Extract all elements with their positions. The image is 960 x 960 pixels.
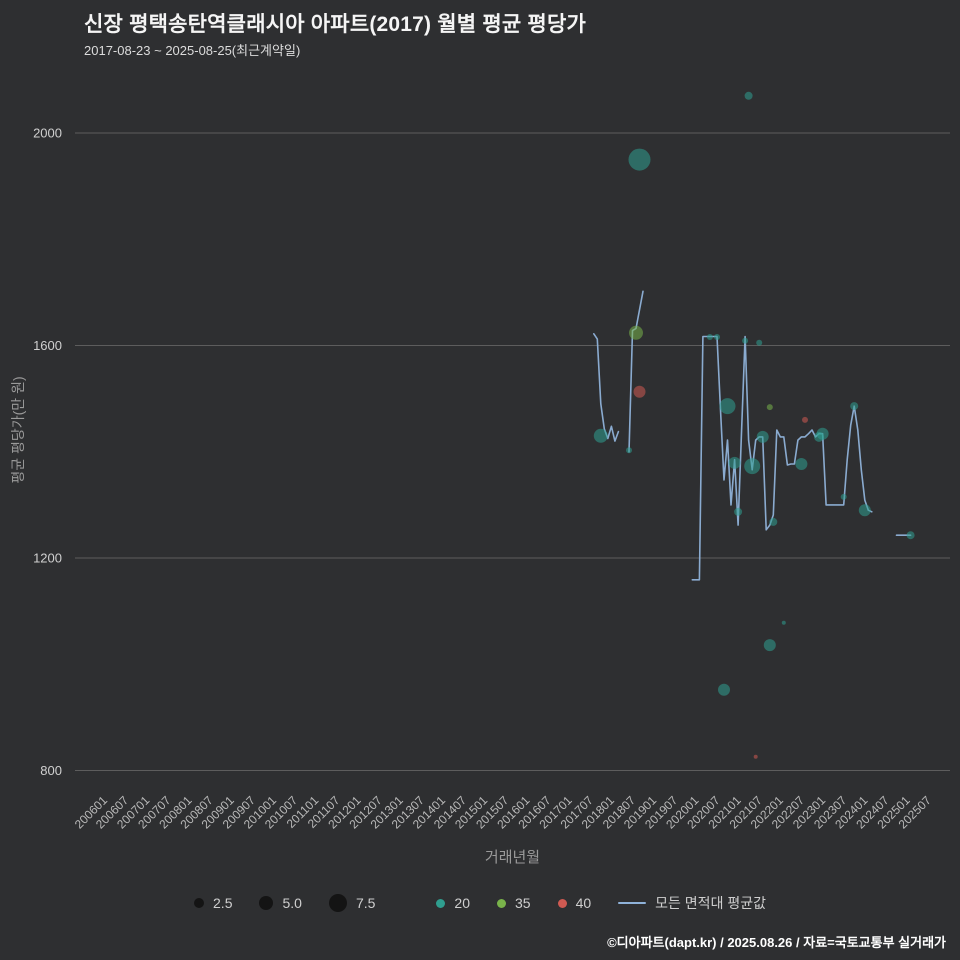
bubble-20[interactable] (763, 639, 776, 652)
size-bubble-icon (328, 894, 347, 912)
bubble-20[interactable] (744, 91, 753, 100)
legend-size-label: 2.5 (213, 895, 233, 911)
bubble-20[interactable] (628, 148, 651, 171)
legend-series-label: 모든 면적대 평균값 (655, 895, 766, 911)
series-35-dot-icon (497, 898, 506, 908)
bubble-20[interactable] (781, 620, 786, 625)
y-tick-label: 1200 (33, 551, 62, 566)
bubble-20[interactable] (756, 430, 769, 443)
series-40-dot-icon (557, 898, 567, 908)
credit-text: ©디아파트(dapt.kr) / 2025.08.26 / 자료=국토교통부 실… (607, 935, 946, 950)
bubble-20[interactable] (906, 531, 915, 540)
y-axis-title: 평균 평당가(만 원) (10, 376, 26, 484)
bubble-40[interactable] (753, 754, 758, 759)
avg-line-icon (618, 902, 647, 904)
bubble-20[interactable] (744, 458, 761, 475)
bubble-20[interactable] (718, 683, 730, 696)
chart-title: 신장 평택송탄역클래시아 아파트(2017) 월별 평균 평당가 (84, 13, 586, 36)
legend-series-40[interactable]: 40 (557, 895, 592, 911)
bubble-20[interactable] (840, 493, 847, 500)
series-20-dot-icon (436, 898, 446, 908)
bubble-20[interactable] (795, 458, 808, 470)
legend-series-label: 40 (575, 895, 592, 911)
legend-size-label: 7.5 (355, 895, 376, 911)
bubble-20[interactable] (769, 517, 778, 526)
x-axis-title: 거래년월 (484, 849, 541, 866)
bubble-20[interactable] (626, 447, 632, 454)
legend-size-label: 5.0 (282, 895, 302, 911)
bubble-20[interactable] (706, 334, 713, 340)
y-tick-label: 800 (40, 763, 62, 778)
bubble-20[interactable] (719, 398, 736, 415)
legend-size-large[interactable]: 7.5 (328, 894, 376, 912)
bubble-20[interactable] (593, 428, 608, 443)
legend: 2.5 5.0 7.5 20 35 40 모든 면적대 평균값 (0, 893, 960, 913)
bubble-40[interactable] (633, 385, 646, 398)
legend-size-small[interactable]: 2.5 (194, 895, 232, 911)
legend-size-medium[interactable]: 5.0 (259, 895, 302, 911)
bubble-20[interactable] (734, 507, 743, 516)
avg-line-segment (628, 290, 644, 453)
legend-series-label: 20 (454, 895, 470, 911)
bubble-20[interactable] (816, 427, 829, 440)
avg-line-segment (691, 335, 873, 581)
bubble-35[interactable] (629, 325, 643, 340)
bubble-20[interactable] (728, 456, 741, 469)
bubble-20[interactable] (714, 334, 720, 340)
bubble-20[interactable] (850, 402, 859, 411)
legend-series-average[interactable]: 모든 면적대 평균값 (618, 893, 766, 913)
size-bubble-icon (194, 898, 205, 908)
legend-series-20[interactable]: 20 (436, 895, 470, 911)
size-bubble-icon (259, 896, 274, 910)
bubble-20[interactable] (742, 337, 749, 344)
legend-series-label: 35 (515, 895, 531, 911)
chart-subtitle: 2017-08-23 ~ 2025-08-25(최근계약일) (84, 43, 301, 58)
bubble-20[interactable] (756, 339, 763, 346)
y-tick-label: 1600 (33, 338, 62, 353)
bubble-35[interactable] (766, 404, 773, 411)
y-tick-label: 2000 (33, 126, 62, 141)
bubble-20[interactable] (858, 504, 871, 517)
bubble-40[interactable] (802, 416, 808, 423)
legend-series-35[interactable]: 35 (497, 895, 531, 911)
avg-line-segment (592, 332, 620, 442)
